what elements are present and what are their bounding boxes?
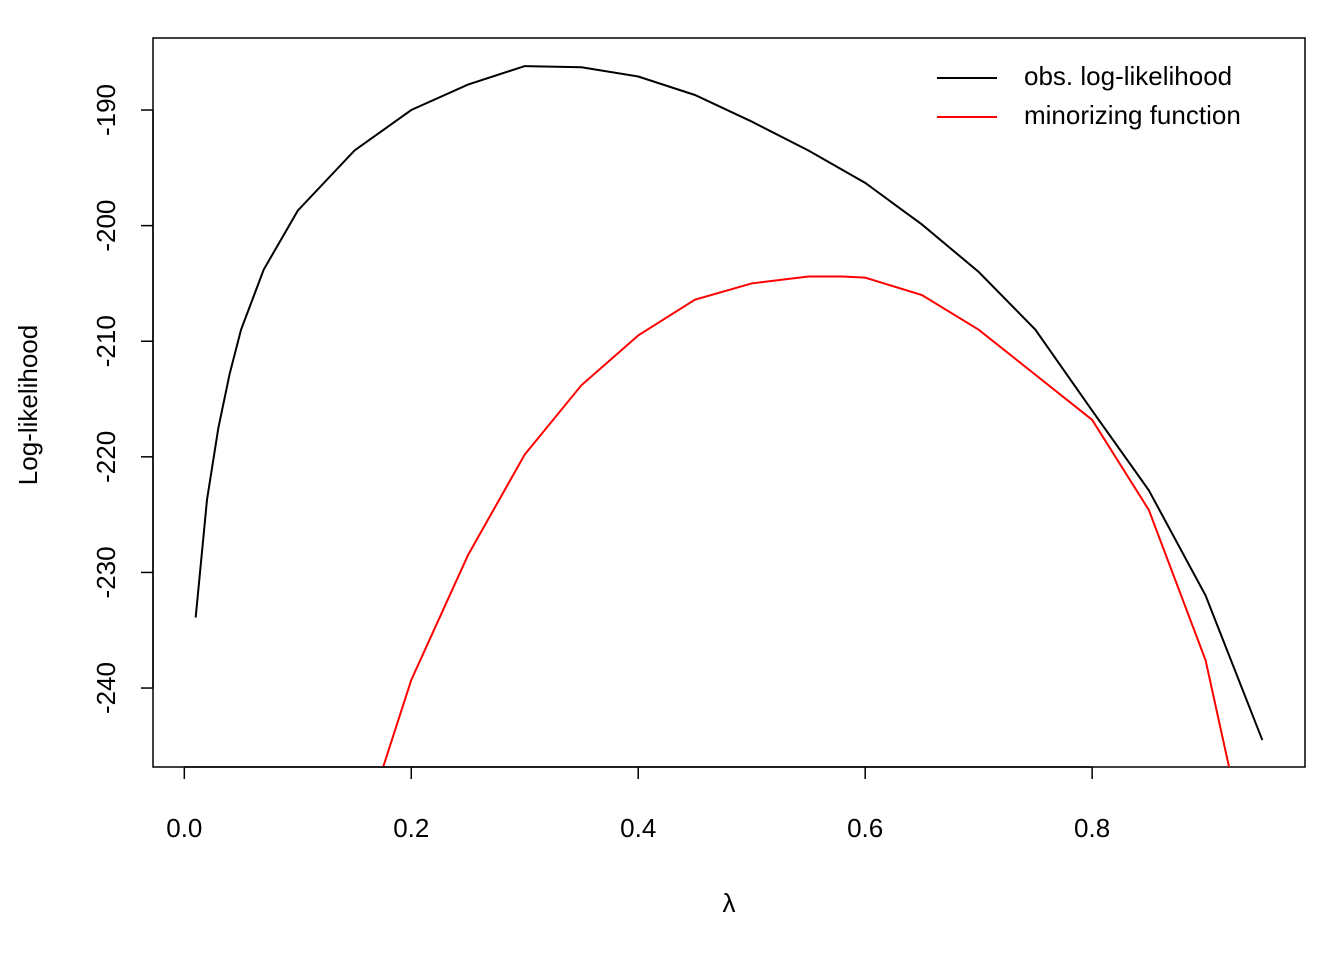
x-tick-label: 0.2 [393,813,429,843]
y-axis-label: Log-likelihood [13,325,43,485]
plot-area [194,65,1264,767]
legend-label: obs. log-likelihood [1024,61,1232,91]
x-tick-label: 0.6 [847,813,883,843]
y-tick-label: -200 [91,200,121,252]
x-tick-label: 0.8 [1074,813,1110,843]
y-tick-label: -190 [91,84,121,136]
y-tick-label: -240 [91,662,121,714]
line-series [382,275,1231,767]
y-tick-label: -230 [91,546,121,598]
legend-label: minorizing function [1024,100,1241,130]
plot-box [152,37,1306,768]
y-tick-label: -220 [91,431,121,483]
y-tick-label: -210 [91,315,121,367]
x-tick-label: 0.0 [166,813,202,843]
line-series [194,65,1264,741]
x-axis-label: λ [723,888,736,918]
x-tick-label: 0.4 [620,813,656,843]
